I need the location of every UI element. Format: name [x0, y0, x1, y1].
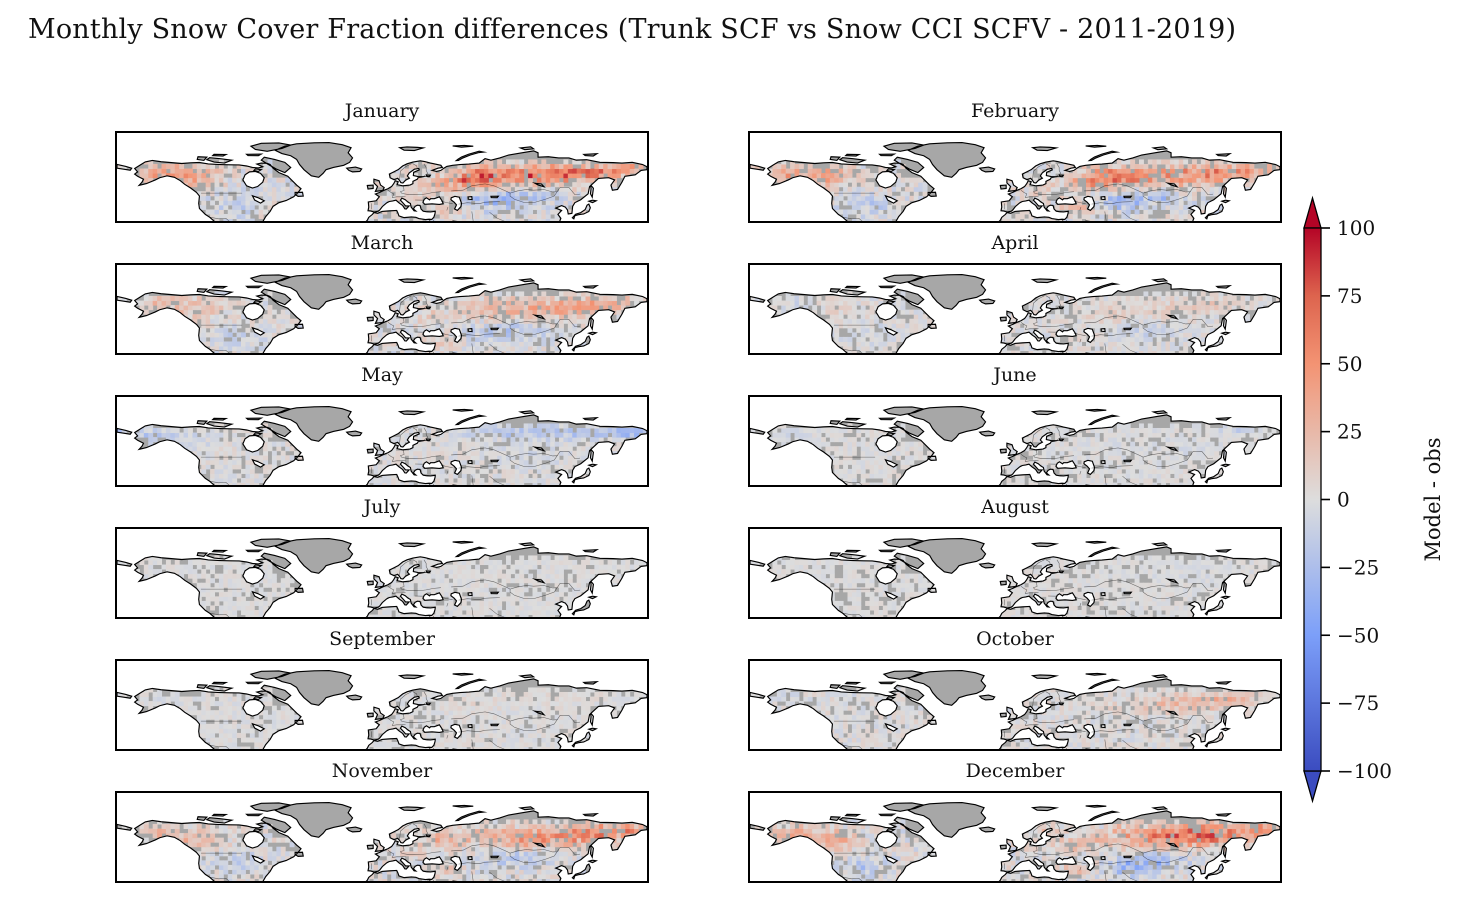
colorbar-tick-label: 100: [1337, 216, 1375, 240]
map-panel-november: [115, 791, 649, 883]
map-canvas-january: [117, 133, 647, 221]
panel-title-march: March: [350, 232, 414, 254]
colorbar-tick-label: 25: [1337, 420, 1362, 444]
panel-title-july: July: [363, 496, 401, 518]
colorbar-ticks: 100 75 50 25 0 −25 −50 −75 −100: [1321, 216, 1392, 783]
map-canvas-may: [117, 397, 647, 485]
map-panel-april: [748, 263, 1282, 355]
panel-title-february: February: [970, 100, 1059, 122]
map-panel-february: [748, 131, 1282, 223]
colorbar-tick-label: −50: [1337, 623, 1379, 647]
panel-title-december: December: [965, 760, 1065, 782]
map-canvas-june: [750, 397, 1280, 485]
map-panel-august: [748, 527, 1282, 619]
colorbar-gradient: [1303, 227, 1322, 772]
map-panel-january: [115, 131, 649, 223]
panel-title-january: January: [344, 100, 420, 122]
colorbar: 100 75 50 25 0 −25 −50 −75 −100 Model - obs: [1303, 195, 1445, 804]
map-panel-october: [748, 659, 1282, 751]
colorbar-tick-label: 0: [1337, 488, 1350, 512]
colorbar-axis-label: Model - obs: [1421, 437, 1445, 561]
colorbar-tick-label: −100: [1337, 759, 1392, 783]
figure-title: Monthly Snow Cover Fraction differences …: [28, 14, 1237, 45]
map-canvas-november: [117, 793, 647, 881]
colorbar-lower-arrow: [1303, 770, 1322, 804]
panel-title-september: September: [329, 628, 435, 650]
map-panel-june: [748, 395, 1282, 487]
map-canvas-july: [117, 529, 647, 617]
map-panel-july: [115, 527, 649, 619]
panel-title-june: June: [993, 364, 1037, 386]
colorbar-upper-arrow: [1303, 195, 1322, 229]
map-panel-december: [748, 791, 1282, 883]
map-panel-march: [115, 263, 649, 355]
map-canvas-december: [750, 793, 1280, 881]
map-canvas-october: [750, 661, 1280, 749]
map-canvas-august: [750, 529, 1280, 617]
map-canvas-september: [117, 661, 647, 749]
map-canvas-march: [117, 265, 647, 353]
map-panel-september: [115, 659, 649, 751]
map-panel-may: [115, 395, 649, 487]
colorbar-tick-label: −75: [1337, 691, 1379, 715]
colorbar-tick-label: 50: [1337, 352, 1362, 376]
panel-title-may: May: [361, 364, 403, 386]
map-canvas-february: [750, 133, 1280, 221]
map-canvas-april: [750, 265, 1280, 353]
panel-title-october: October: [976, 628, 1054, 650]
panel-title-april: April: [991, 232, 1039, 254]
panel-title-august: August: [981, 496, 1049, 518]
colorbar-tick-label: 75: [1337, 284, 1362, 308]
panel-title-november: November: [331, 760, 433, 782]
colorbar-tick-label: −25: [1337, 555, 1379, 579]
